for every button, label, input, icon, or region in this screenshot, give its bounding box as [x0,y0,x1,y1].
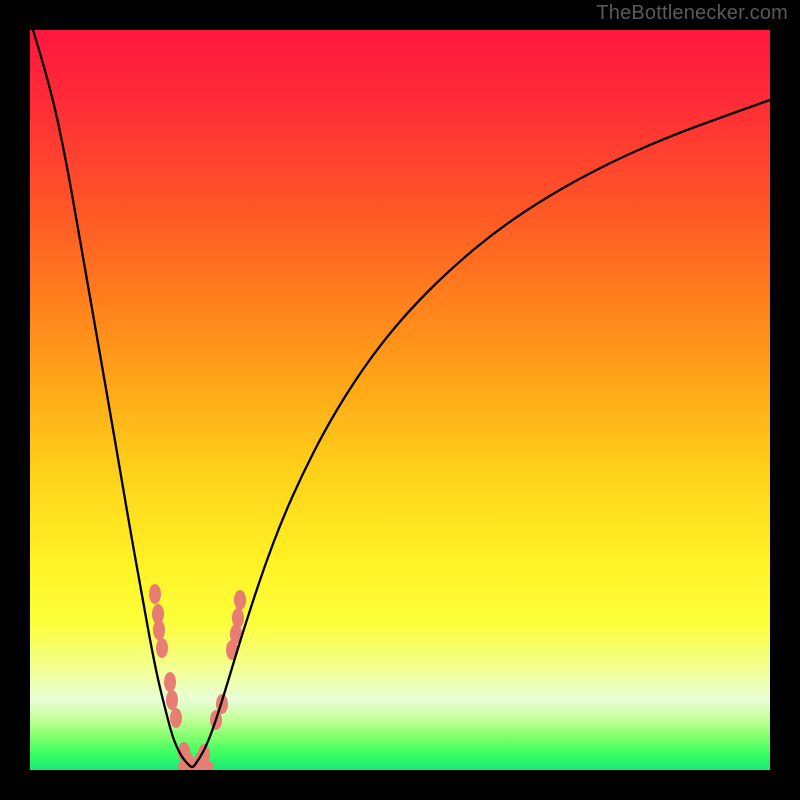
marker-left [153,620,165,640]
watermark-text: TheBottlenecker.com [596,2,788,25]
marker-left [164,672,176,692]
marker-right [232,608,244,628]
marker-left [166,690,178,710]
marker-left [149,584,161,604]
plot-area [30,30,770,770]
marker-left [170,708,182,728]
marker-left [156,638,168,658]
marker-right [234,590,246,610]
bottleneck-chart [30,30,770,770]
curve-vertex [190,766,194,767]
chart-frame: TheBottlenecker.com [0,0,800,800]
